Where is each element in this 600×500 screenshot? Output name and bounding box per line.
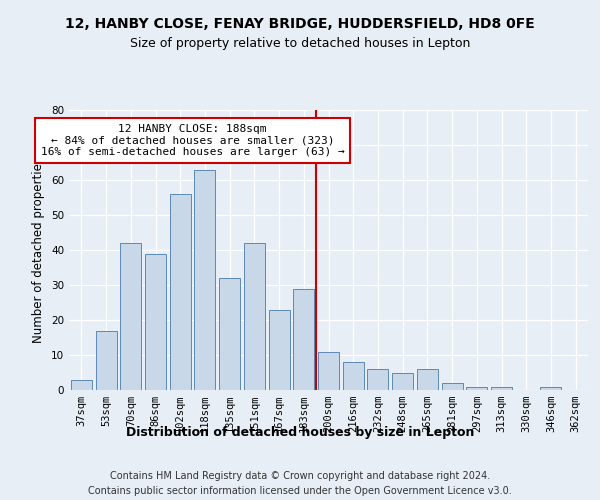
Bar — [392, 372, 413, 390]
Y-axis label: Number of detached properties: Number of detached properties — [32, 157, 46, 343]
Bar — [71, 380, 92, 390]
Bar — [318, 352, 339, 390]
Bar — [491, 386, 512, 390]
Bar — [95, 330, 116, 390]
Bar — [244, 243, 265, 390]
Bar — [194, 170, 215, 390]
Bar — [293, 288, 314, 390]
Text: Size of property relative to detached houses in Lepton: Size of property relative to detached ho… — [130, 38, 470, 51]
Text: 12, HANBY CLOSE, FENAY BRIDGE, HUDDERSFIELD, HD8 0FE: 12, HANBY CLOSE, FENAY BRIDGE, HUDDERSFI… — [65, 18, 535, 32]
Bar — [367, 369, 388, 390]
Bar — [219, 278, 240, 390]
Bar — [466, 386, 487, 390]
Bar — [170, 194, 191, 390]
Bar — [417, 369, 438, 390]
Text: Contains public sector information licensed under the Open Government Licence v3: Contains public sector information licen… — [88, 486, 512, 496]
Bar — [343, 362, 364, 390]
Bar — [541, 386, 562, 390]
Bar — [120, 243, 141, 390]
Bar — [442, 383, 463, 390]
Bar — [145, 254, 166, 390]
Text: 12 HANBY CLOSE: 188sqm
← 84% of detached houses are smaller (323)
16% of semi-de: 12 HANBY CLOSE: 188sqm ← 84% of detached… — [41, 124, 344, 157]
Bar — [269, 310, 290, 390]
Text: Distribution of detached houses by size in Lepton: Distribution of detached houses by size … — [126, 426, 474, 439]
Text: Contains HM Land Registry data © Crown copyright and database right 2024.: Contains HM Land Registry data © Crown c… — [110, 471, 490, 481]
